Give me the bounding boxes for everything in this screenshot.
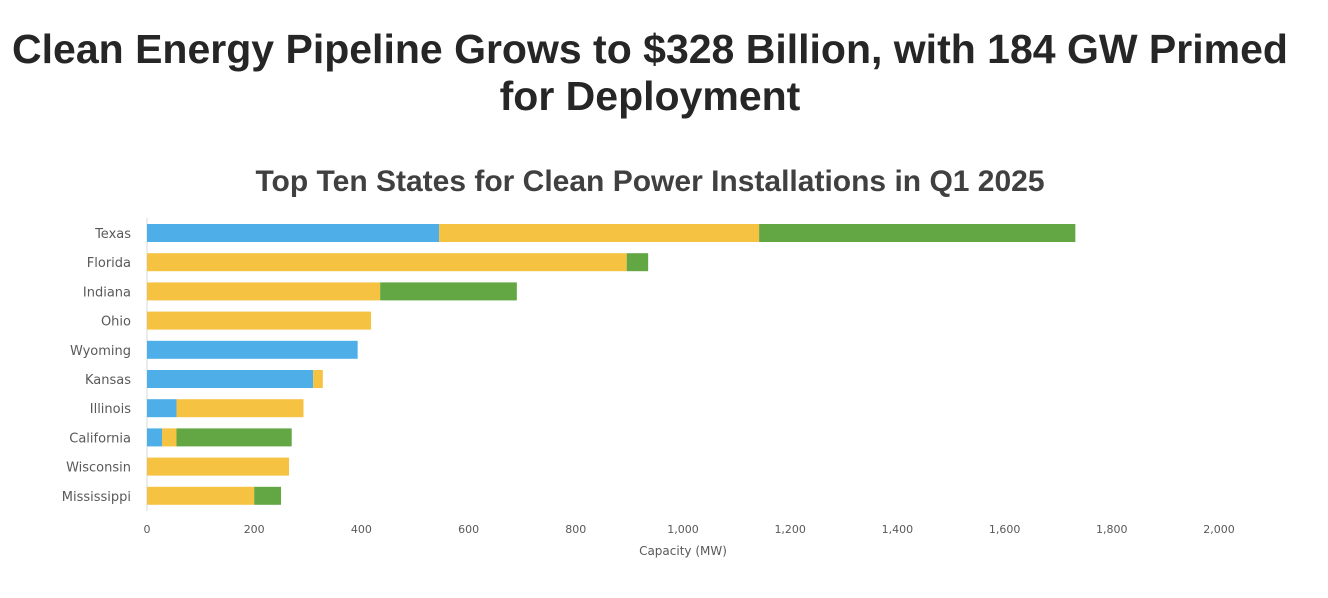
category-label: Indiana (83, 285, 131, 300)
category-label: California (69, 431, 131, 446)
x-tick-label: 1,400 (882, 523, 914, 536)
x-tick-label: 1,800 (1096, 523, 1128, 536)
category-label: Wisconsin (66, 461, 131, 476)
x-tick-label: 600 (458, 523, 479, 536)
bar-segment (313, 370, 323, 388)
category-label: Texas (94, 227, 131, 242)
chart-title: Top Ten States for Clean Power Installat… (255, 165, 1045, 198)
bar-segment (176, 428, 292, 447)
category-labels: Texas Florida Indiana Ohio Wyoming Kansas Illi… (62, 227, 131, 505)
x-tick-label: 400 (351, 523, 372, 536)
headline: Clean Energy Pipeline Grows to $328 Bill… (12, 26, 1288, 119)
category-label: Ohio (101, 315, 131, 330)
bar-segment (147, 311, 372, 330)
bar-segment (147, 340, 358, 359)
category-label: Florida (87, 256, 131, 271)
bar-segment (147, 282, 381, 301)
bar-segment (147, 224, 440, 242)
category-label: Wyoming (70, 344, 131, 359)
x-tick-label: 2,000 (1203, 523, 1235, 536)
bar-segment (147, 253, 627, 272)
x-tick-label: 1,600 (989, 523, 1021, 536)
bar-segment (439, 224, 760, 242)
bar-segment (162, 428, 177, 447)
x-tick-label: 0 (144, 523, 151, 536)
bar-segment (147, 486, 255, 505)
x-tick-label: 800 (565, 523, 586, 536)
bar-segment (626, 253, 649, 272)
category-label: Mississippi (62, 490, 131, 505)
category-label: Kansas (85, 373, 131, 388)
x-tick-labels: 0 200 400 600 800 1,000 1,200 1,400 1,600 1,800 2,… (144, 523, 1235, 536)
bar-segment (147, 399, 177, 418)
bar-segment (380, 282, 517, 301)
bar-segment (176, 399, 304, 418)
bars-group (147, 224, 1076, 505)
bar-segment (254, 486, 281, 505)
x-tick-label: 200 (244, 523, 265, 536)
bar-segment (759, 224, 1076, 242)
x-tick-label: 1,000 (667, 523, 699, 536)
category-label: Illinois (90, 402, 131, 417)
bar-segment (147, 428, 163, 447)
x-axis-title: Capacity (MW) (639, 544, 727, 558)
bar-segment (147, 370, 314, 388)
bar-segment (147, 457, 290, 476)
x-tick-label: 1,200 (774, 523, 806, 536)
